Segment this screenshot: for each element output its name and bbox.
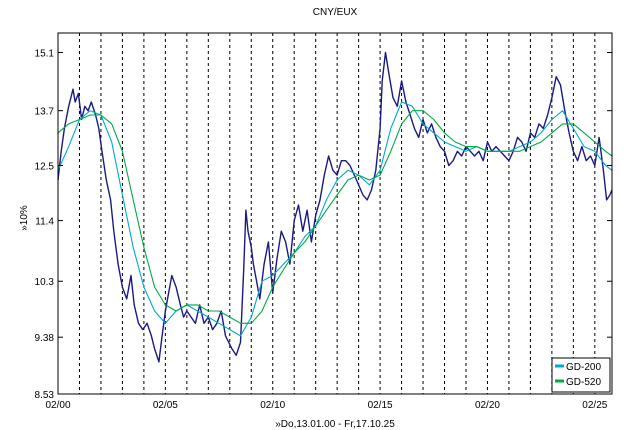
x-tick-label: 02/00 — [45, 400, 70, 411]
moving-average-line — [57, 101, 613, 337]
x-tick-label: 02/10 — [260, 400, 285, 411]
legend-label: GD-200 — [566, 362, 601, 373]
y-tick-label: 8.53 — [35, 390, 55, 401]
tick-layer: 8.53 9.38 10.3 11.4 12.5 13.7 15.1 02/00 02/05 02… — [35, 48, 612, 411]
x-tick-label: 02/05 — [153, 400, 178, 411]
chart-title: CNY/EUX — [313, 7, 358, 18]
x-tick-label: 02/15 — [368, 400, 393, 411]
legend-box — [551, 357, 611, 393]
y-tick-label: 9.38 — [35, 333, 55, 344]
price-series-line — [57, 51, 613, 363]
x-tick-label: 02/25 — [582, 400, 607, 411]
y-tick-label: 13.7 — [35, 107, 55, 118]
plot-frame — [57, 32, 613, 395]
x-tick-label: 02/20 — [475, 400, 500, 411]
x-axis-label: »Do,13.01.00 - Fr,17.10.25 — [275, 419, 395, 430]
y-tick-label: 11.4 — [35, 217, 54, 228]
y-tick-label: 10.3 — [35, 277, 55, 288]
series-layer — [57, 51, 613, 363]
moving-average-line — [57, 110, 613, 324]
y-tick-label: 15.1 — [35, 48, 55, 59]
y-tick-label: 12.5 — [35, 161, 55, 172]
y-axis-label: »10% — [19, 205, 30, 231]
legend: GD-200 GD-520 — [551, 357, 611, 393]
legend-label: GD-520 — [566, 377, 601, 388]
grid-layer — [57, 33, 596, 394]
